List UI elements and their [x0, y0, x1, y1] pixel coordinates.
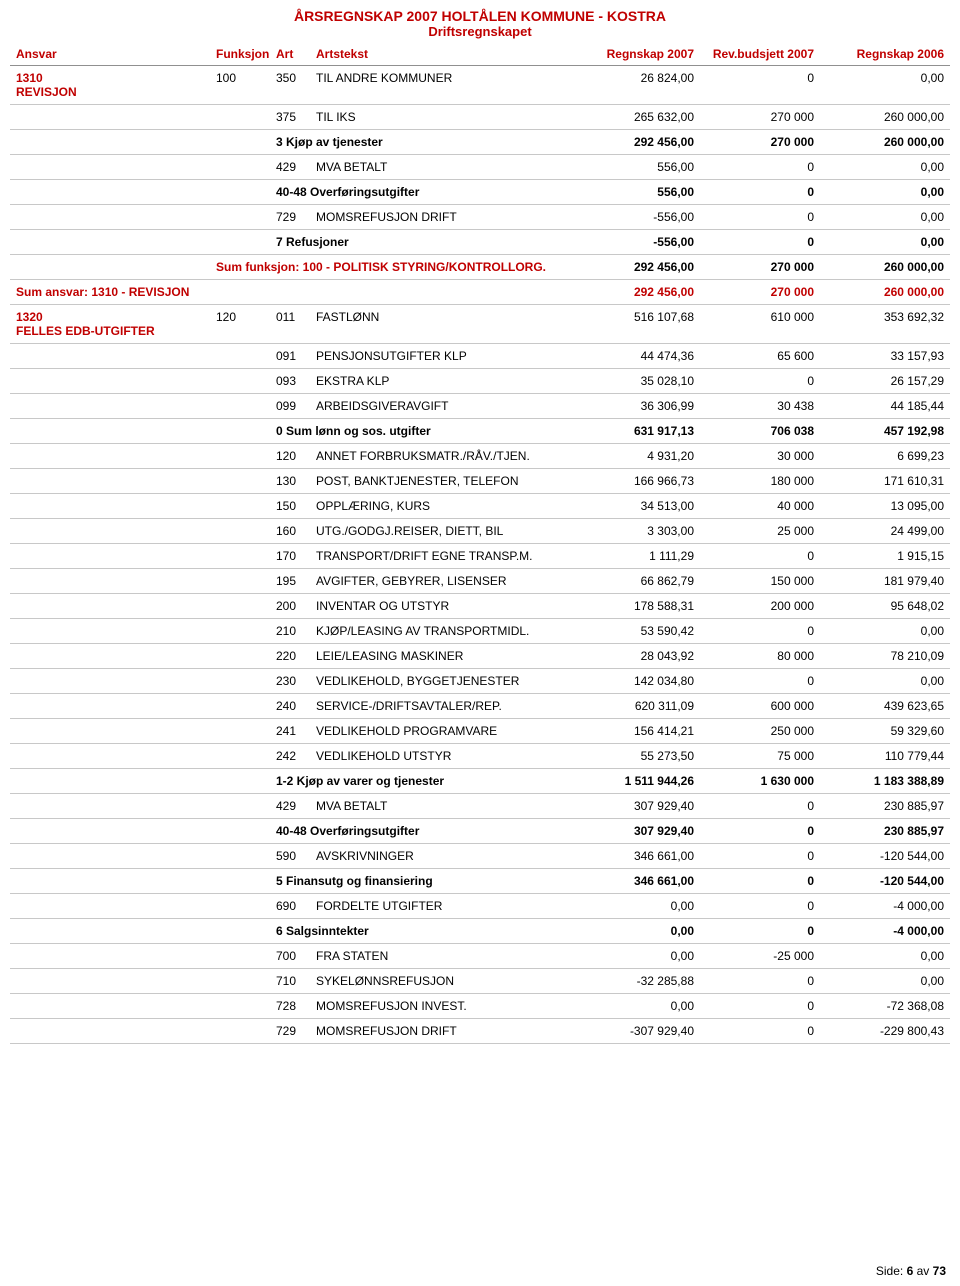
table-row: 150OPPLÆRING, KURS34 513,0040 00013 095,… [10, 494, 950, 519]
report-title-1: ÅRSREGNSKAP 2007 HOLTÅLEN KOMMUNE - KOST… [10, 8, 950, 24]
report-title-2: Driftsregnskapet [10, 24, 950, 39]
table-row: 710SYKELØNNSREFUSJON-32 285,8800,00 [10, 969, 950, 994]
footer-total: 73 [933, 1264, 946, 1278]
table-row: 120ANNET FORBRUKSMATR./RÅV./TJEN.4 931,2… [10, 444, 950, 469]
col-regnskap2006: Regnskap 2006 [820, 43, 950, 66]
table-row: 220LEIE/LEASING MASKINER28 043,9280 0007… [10, 644, 950, 669]
subtotal-row: 7 Refusjoner-556,0000,00 [10, 230, 950, 255]
table-row: 099ARBEIDSGIVERAVGIFT36 306,9930 43844 1… [10, 394, 950, 419]
page-footer: Side: 6 av 73 [876, 1264, 946, 1278]
table-row: 375TIL IKS265 632,00270 000260 000,00 [10, 105, 950, 130]
subtotal-row: 3 Kjøp av tjenester292 456,00270 000260 … [10, 130, 950, 155]
col-funksjon: Funksjon [210, 43, 270, 66]
table-row: 200INVENTAR OG UTSTYR178 588,31200 00095… [10, 594, 950, 619]
sum-funksjon-row: Sum funksjon: 100 - POLITISK STYRING/KON… [10, 255, 950, 280]
col-art: Art [270, 43, 310, 66]
col-artstekst: Artstekst [310, 43, 570, 66]
table-row: 1310REVISJON100350TIL ANDRE KOMMUNER26 8… [10, 66, 950, 105]
table-row: 690FORDELTE UTGIFTER0,000-4 000,00 [10, 894, 950, 919]
table-row: 241VEDLIKEHOLD PROGRAMVARE156 414,21250 … [10, 719, 950, 744]
ansvar-label: 1320FELLES EDB-UTGIFTER [16, 310, 204, 338]
subtotal-row: 40-48 Overføringsutgifter307 929,400230 … [10, 819, 950, 844]
subtotal-row: 40-48 Overføringsutgifter556,0000,00 [10, 180, 950, 205]
table-header-row: Ansvar Funksjon Art Artstekst Regnskap 2… [10, 43, 950, 66]
table-row: 230VEDLIKEHOLD, BYGGETJENESTER142 034,80… [10, 669, 950, 694]
footer-current: 6 [907, 1264, 914, 1278]
table-row: 729MOMSREFUSJON DRIFT-307 929,400-229 80… [10, 1019, 950, 1044]
accounts-table: Ansvar Funksjon Art Artstekst Regnskap 2… [10, 43, 950, 1044]
col-ansvar: Ansvar [10, 43, 210, 66]
subtotal-row: 5 Finansutg og finansiering346 661,000-1… [10, 869, 950, 894]
table-row: 242VEDLIKEHOLD UTSTYR55 273,5075 000110 … [10, 744, 950, 769]
table-row: 091PENSJONSUTGIFTER KLP44 474,3665 60033… [10, 344, 950, 369]
table-row: 170TRANSPORT/DRIFT EGNE TRANSP.M.1 111,2… [10, 544, 950, 569]
table-row: 729MOMSREFUSJON DRIFT-556,0000,00 [10, 205, 950, 230]
table-row: 130POST, BANKTJENESTER, TELEFON166 966,7… [10, 469, 950, 494]
table-row: 700FRA STATEN0,00-25 0000,00 [10, 944, 950, 969]
table-row: 429MVA BETALT556,0000,00 [10, 155, 950, 180]
subtotal-row: 0 Sum lønn og sos. utgifter631 917,13706… [10, 419, 950, 444]
table-row: 240SERVICE-/DRIFTSAVTALER/REP.620 311,09… [10, 694, 950, 719]
sum-ansvar-row: Sum ansvar: 1310 - REVISJON292 456,00270… [10, 280, 950, 305]
table-row: 590AVSKRIVNINGER346 661,000-120 544,00 [10, 844, 950, 869]
table-row: 728MOMSREFUSJON INVEST.0,000-72 368,08 [10, 994, 950, 1019]
table-row: 160UTG./GODGJ.REISER, DIETT, BIL3 303,00… [10, 519, 950, 544]
col-revbudsjett: Rev.budsjett 2007 [700, 43, 820, 66]
table-row: 093EKSTRA KLP35 028,10026 157,29 [10, 369, 950, 394]
ansvar-label: 1310REVISJON [16, 71, 204, 99]
footer-sep: av [917, 1264, 930, 1278]
subtotal-row: 6 Salgsinntekter0,000-4 000,00 [10, 919, 950, 944]
col-regnskap2007: Regnskap 2007 [570, 43, 700, 66]
table-row: 195AVGIFTER, GEBYRER, LISENSER66 862,791… [10, 569, 950, 594]
footer-label: Side: [876, 1264, 903, 1278]
table-row: 429MVA BETALT307 929,400230 885,97 [10, 794, 950, 819]
table-row: 1320FELLES EDB-UTGIFTER120011FASTLØNN516… [10, 305, 950, 344]
subtotal-row: 1-2 Kjøp av varer og tjenester1 511 944,… [10, 769, 950, 794]
table-row: 210KJØP/LEASING AV TRANSPORTMIDL.53 590,… [10, 619, 950, 644]
